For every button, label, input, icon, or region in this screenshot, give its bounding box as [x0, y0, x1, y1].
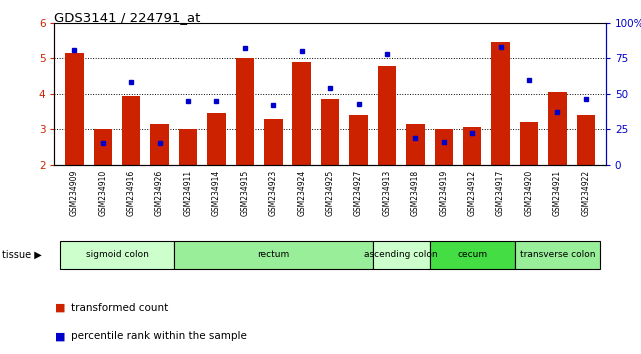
Text: tissue ▶: tissue ▶ [2, 250, 42, 260]
Bar [429, 241, 515, 269]
Bar [264, 119, 283, 165]
Text: GSM234922: GSM234922 [581, 170, 590, 216]
Bar [179, 129, 197, 165]
Text: GSM234921: GSM234921 [553, 170, 562, 216]
Text: GSM234925: GSM234925 [326, 170, 335, 216]
Text: ascending colon: ascending colon [364, 250, 438, 259]
Text: cecum: cecum [457, 250, 487, 259]
Text: ■: ■ [54, 303, 65, 313]
Bar [321, 99, 339, 165]
Bar [406, 124, 424, 165]
Bar [122, 96, 140, 165]
Bar [65, 53, 83, 165]
Text: GSM234924: GSM234924 [297, 170, 306, 216]
Text: rectum: rectum [257, 250, 289, 259]
Text: GSM234911: GSM234911 [183, 170, 192, 216]
Text: ■: ■ [54, 331, 65, 341]
Text: GSM234912: GSM234912 [468, 170, 477, 216]
Bar [151, 124, 169, 165]
Bar [378, 66, 396, 165]
Text: GSM234913: GSM234913 [383, 170, 392, 216]
Text: GSM234927: GSM234927 [354, 170, 363, 216]
Bar [236, 58, 254, 165]
Text: GSM234918: GSM234918 [411, 170, 420, 216]
Text: sigmoid colon: sigmoid colon [85, 250, 149, 259]
Bar [60, 241, 174, 269]
Text: GSM234919: GSM234919 [439, 170, 448, 216]
Bar [492, 42, 510, 165]
Bar [174, 241, 372, 269]
Text: GSM234917: GSM234917 [496, 170, 505, 216]
Text: GDS3141 / 224791_at: GDS3141 / 224791_at [54, 11, 201, 24]
Text: GSM234926: GSM234926 [155, 170, 164, 216]
Text: GSM234915: GSM234915 [240, 170, 249, 216]
Text: GSM234923: GSM234923 [269, 170, 278, 216]
Bar [548, 92, 567, 165]
Bar [349, 115, 368, 165]
Text: transverse colon: transverse colon [520, 250, 595, 259]
Text: GSM234916: GSM234916 [127, 170, 136, 216]
Bar [463, 127, 481, 165]
Text: GSM234914: GSM234914 [212, 170, 221, 216]
Bar [94, 129, 112, 165]
Bar [207, 113, 226, 165]
Bar [515, 241, 600, 269]
Text: percentile rank within the sample: percentile rank within the sample [71, 331, 246, 341]
Text: GSM234920: GSM234920 [524, 170, 533, 216]
Text: GSM234910: GSM234910 [98, 170, 107, 216]
Bar [292, 62, 311, 165]
Bar [372, 241, 429, 269]
Bar [577, 115, 595, 165]
Bar [520, 122, 538, 165]
Text: transformed count: transformed count [71, 303, 168, 313]
Text: GSM234909: GSM234909 [70, 170, 79, 216]
Bar [435, 129, 453, 165]
